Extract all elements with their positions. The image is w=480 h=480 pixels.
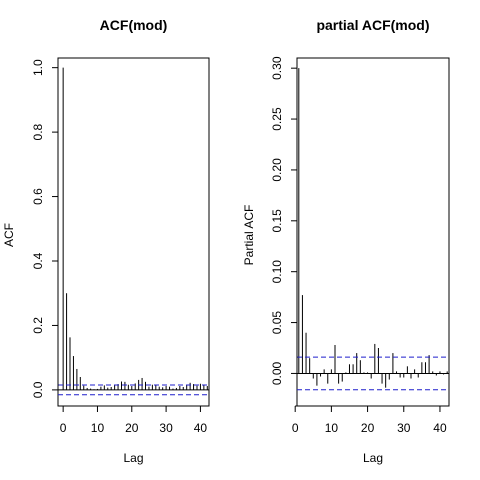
pacf-x-axis: 0 10 20 30 40 bbox=[292, 405, 447, 435]
pacf-y-tick-label: 0.30 bbox=[270, 56, 284, 80]
pacf-x-axis-label: Lag bbox=[363, 451, 383, 465]
acf-panel: ACF(mod) Lag ACF 0 10 20 30 40 0.00.20.40.60… bbox=[2, 17, 210, 465]
acf-x-tick-label: 30 bbox=[159, 421, 173, 435]
acf-x-axis: 0 10 20 30 40 bbox=[60, 405, 208, 435]
acf-x-tick-label: 10 bbox=[91, 421, 105, 435]
pacf-x-tick-label: 30 bbox=[397, 421, 411, 435]
acf-x-tick-label: 20 bbox=[125, 421, 139, 435]
pacf-x-tick-label: 40 bbox=[433, 421, 447, 435]
acf-x-tick-label: 0 bbox=[60, 421, 67, 435]
acf-x-tick-label: 40 bbox=[194, 421, 208, 435]
pacf-y-tick-label: 0.05 bbox=[270, 311, 284, 335]
pacf-x-tick-label: 0 bbox=[292, 421, 299, 435]
pacf-spikes bbox=[298, 68, 448, 388]
pacf-y-axis-label: Partial ACF bbox=[242, 205, 256, 266]
pacf-title: partial ACF(mod) bbox=[316, 17, 429, 33]
acf-y-axis: 0.0 0.2 0.4 0.6 0.8 1.0 bbox=[31, 59, 59, 398]
acf-spikes bbox=[62, 67, 208, 390]
acf-x-axis-label: Lag bbox=[123, 451, 143, 465]
pacf-y-axis: 0.00 0.05 0.10 0.15 0.20 0.25 0.30 bbox=[270, 56, 298, 385]
pacf-guides bbox=[297, 356, 449, 391]
pacf-y-tick-label: 0.25 bbox=[270, 107, 284, 131]
pacf-y-tick-label: 0.15 bbox=[270, 209, 284, 233]
acf-y-tick-label: 0.6 bbox=[31, 188, 45, 205]
acf-guides bbox=[58, 384, 209, 396]
acf-y-tick-label: 1.0 bbox=[31, 59, 45, 76]
acf-y-tick-label: 0.2 bbox=[31, 317, 45, 334]
acf-y-axis-label: ACF bbox=[2, 223, 16, 247]
acf-y-tick-label: 0.4 bbox=[31, 252, 45, 269]
pacf-panel: partial ACF(mod) Lag Partial ACF 0 10 20 30… bbox=[242, 17, 450, 465]
pacf-y-tick-label: 0.10 bbox=[270, 260, 284, 284]
acf-title: ACF(mod) bbox=[100, 17, 168, 33]
acf-y-tick-label: 0.8 bbox=[31, 123, 45, 140]
pacf-y-tick-label: 0.00 bbox=[270, 361, 284, 385]
pacf-x-tick-label: 10 bbox=[325, 421, 339, 435]
pacf-y-tick-label: 0.20 bbox=[270, 158, 284, 182]
pacf-x-tick-label: 20 bbox=[361, 421, 375, 435]
acf-y-tick-label: 0.0 bbox=[31, 381, 45, 398]
